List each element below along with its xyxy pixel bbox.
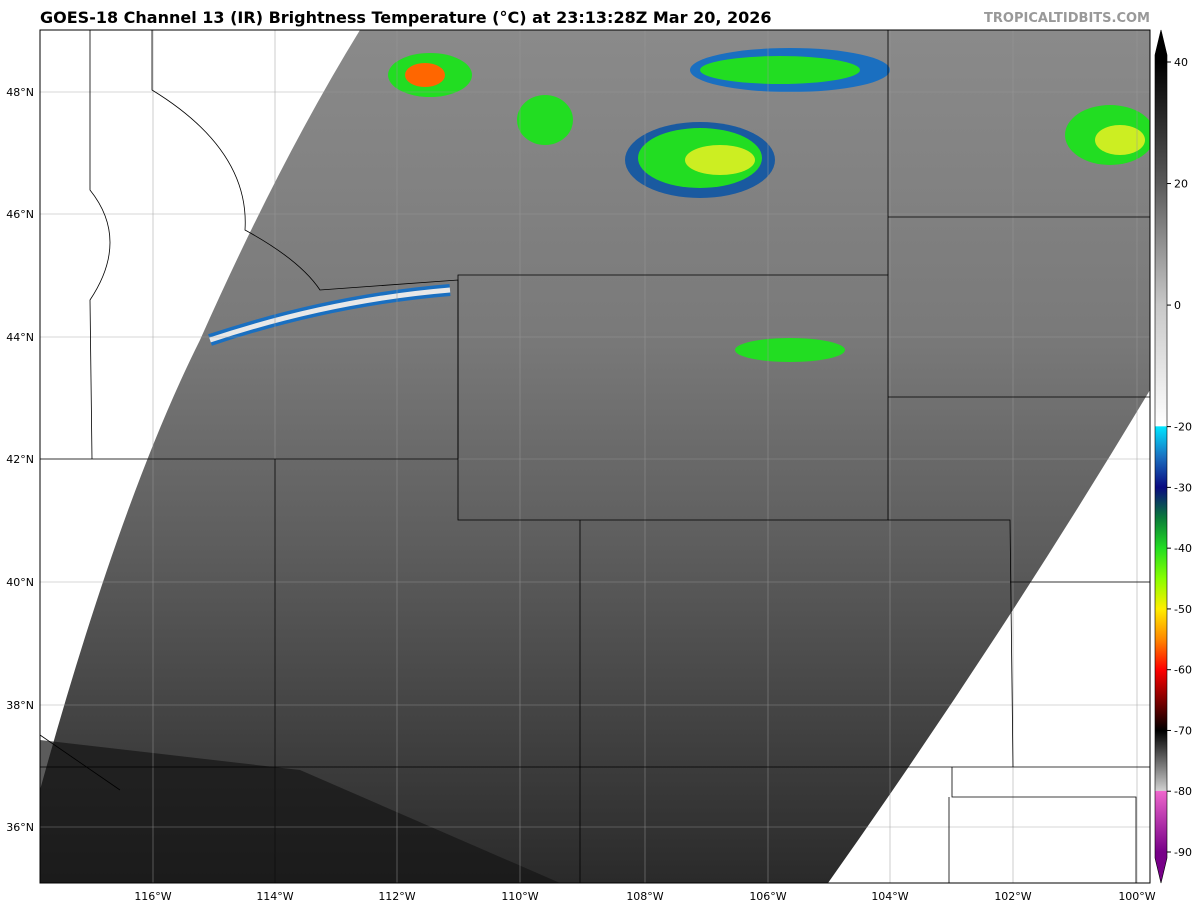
colorbar-tick-label: -30	[1174, 481, 1192, 494]
longitude-label: 106°W	[749, 890, 786, 903]
latitude-label: 44°N	[6, 331, 34, 344]
satellite-swath	[40, 30, 1150, 883]
map-title: GOES-18 Channel 13 (IR) Brightness Tempe…	[40, 8, 772, 27]
cold-cloud-tops	[208, 48, 1150, 362]
latitude-label: 36°N	[6, 821, 34, 834]
latitude-labels: 48°N 46°N 44°N 42°N 40°N 38°N 36°N	[6, 86, 34, 834]
colorbar-tick-label: 0	[1174, 299, 1181, 312]
dark-terrain	[40, 740, 560, 883]
colorbar-tick-label: -40	[1174, 542, 1192, 555]
latitude-label: 38°N	[6, 699, 34, 712]
colorbar-tick-label: 40	[1174, 56, 1188, 69]
brand-watermark: TROPICALTIDBITS.COM	[984, 11, 1150, 26]
longitude-label: 108°W	[626, 890, 663, 903]
longitude-label: 102°W	[994, 890, 1031, 903]
longitude-label: 100°W	[1118, 890, 1155, 903]
colorbar-tick-label: -90	[1174, 846, 1192, 859]
latitude-label: 40°N	[6, 576, 34, 589]
colorbar-tick-label: -50	[1174, 603, 1192, 616]
colorbar-tick-label: -80	[1174, 785, 1192, 798]
state-borders	[40, 30, 1150, 883]
longitude-label: 104°W	[871, 890, 908, 903]
colorbar-tick-label: -20	[1174, 421, 1192, 434]
latitude-label: 46°N	[6, 208, 34, 221]
colorbar: 40 20 0 -20 -30 -40 -50 -60 -70 -80 -90	[1154, 29, 1192, 884]
colorbar-tick-label: -60	[1174, 664, 1192, 677]
latitude-label: 48°N	[6, 86, 34, 99]
colorbar-tick-label: -70	[1174, 724, 1192, 737]
map-frame	[39, 29, 1151, 884]
longitude-label: 116°W	[134, 890, 171, 903]
colorbar-tick-label: 20	[1174, 178, 1188, 191]
latitude-label: 42°N	[6, 453, 34, 466]
longitude-label: 110°W	[501, 890, 538, 903]
longitude-label: 112°W	[378, 890, 415, 903]
gridlines	[40, 30, 1150, 883]
longitude-labels: 116°W 114°W 112°W 110°W 108°W 106°W 104°W 102°W…	[134, 890, 1155, 903]
longitude-label: 114°W	[256, 890, 293, 903]
